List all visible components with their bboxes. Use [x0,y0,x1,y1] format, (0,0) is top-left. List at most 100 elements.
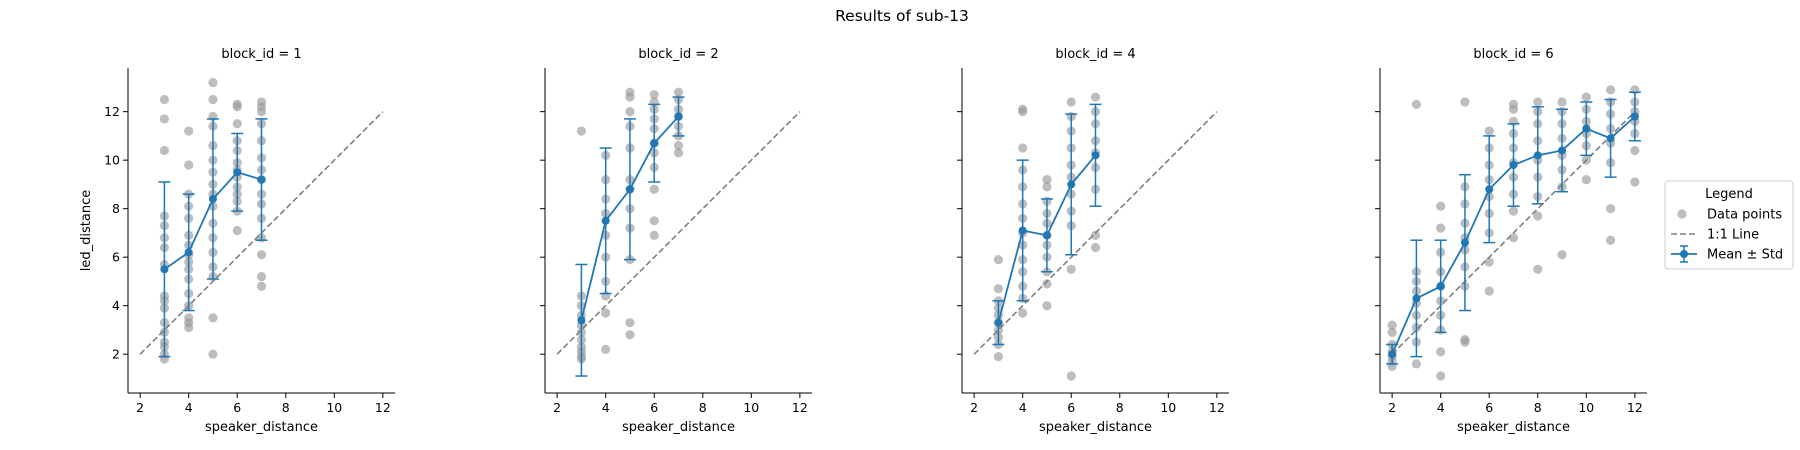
mean-marker [1412,294,1421,303]
mean-marker [1436,282,1445,291]
data-point [1411,99,1422,109]
data-point [601,344,611,354]
data-point [1508,99,1519,109]
data-point [1557,97,1567,107]
data-point [1436,201,1446,211]
x-tick-label: 4 [1019,400,1027,415]
x-tick-label: 6 [650,400,658,415]
error-bars [575,96,685,377]
data-point [184,313,194,323]
x-tick-label: 6 [233,400,241,415]
data-point [1484,257,1494,267]
data-point [184,126,194,136]
y-axis-label: led_distance [79,190,94,271]
mean-marker [1606,134,1615,143]
mean-marker [601,216,610,225]
x-tick-label: 10 [1160,400,1176,415]
mean-marker [1460,238,1469,247]
panels: block_id = 1 2 4 6 8 10 12 2 4 6 8 10 12 speaker_dist… [79,47,1647,435]
data-point [232,119,242,129]
mean-marker [1042,231,1051,240]
data-point [673,148,684,158]
data-point [1042,279,1052,289]
mean-marker [577,316,586,325]
legend-box [1664,180,1794,270]
mean-marker [650,139,659,148]
x-tick-label: 2 [970,400,978,415]
data-point [1387,327,1397,337]
y-tick-label: 6 [112,250,120,265]
data-point [625,330,635,340]
mean-marker [674,112,683,121]
data-point [1508,206,1519,216]
x-tick-label: 8 [699,400,707,415]
data-point [1605,235,1616,245]
data-point [256,250,267,260]
data-point [649,230,659,240]
x-tick-label: 4 [185,400,193,415]
data-point [232,99,242,109]
error-bars [1386,91,1641,365]
data-point [1436,347,1446,357]
data-point [208,349,218,359]
data-point [1042,182,1052,192]
mean-marker [625,185,634,194]
data-point [993,284,1004,294]
data-point [1042,174,1052,185]
identity-line [556,111,801,355]
data-point [1605,204,1616,214]
data-point [625,318,635,328]
x-tick-label: 8 [282,400,290,415]
x-axis-label: speaker_distance [622,420,735,435]
data-point [1436,371,1446,381]
data-point [208,94,218,105]
data-point [1066,264,1076,274]
mean-marker [1388,350,1397,359]
data-point [1581,174,1591,185]
mean-marker [1533,151,1542,160]
data-point [649,216,659,226]
panel-title: block_id = 2 [638,47,718,62]
data-point [649,90,659,100]
data-point [208,313,218,323]
x-tick-label: 8 [1534,400,1542,415]
data-point [208,77,218,88]
x-tick-label: 6 [1485,400,1493,415]
mean-marker [160,265,169,274]
x-tick-label: 10 [326,400,342,415]
mean-marker [1630,112,1639,121]
data-point [601,308,611,318]
data-point [625,87,635,97]
y-tick-label: 2 [112,347,120,362]
x-tick-label: 10 [743,400,759,415]
panel-2: block_id = 2 2 4 6 8 10 12 speaker_distance [540,47,812,435]
data-point [1630,145,1640,156]
data-point [1018,308,1028,318]
identity-line [1391,111,1636,355]
data-point [159,94,170,105]
data-point [1460,97,1470,107]
data-point [1605,85,1616,95]
mean-marker [233,168,242,177]
data-point [1533,97,1543,107]
data-point [1460,335,1470,345]
data-point [1630,177,1640,187]
panel-title: block_id = 6 [1473,47,1553,62]
mean-marker [184,248,193,257]
panel-title: block_id = 1 [221,47,301,62]
mean-marker [1067,180,1076,189]
panel-4: block_id = 6 2 4 6 8 10 12 speaker_distance [1375,47,1647,435]
x-tick-label: 2 [136,400,144,415]
y-tick-label: 4 [112,298,120,313]
mean-marker [1509,161,1518,170]
y-tick-label: 8 [112,201,120,216]
data-point [159,145,170,156]
x-tick-label: 8 [1116,400,1124,415]
data-point [1387,320,1397,330]
x-tick-label: 10 [1578,400,1594,415]
figure-title: Results of sub-13 [835,7,969,25]
legend-points-label: Data points [1707,208,1782,223]
data-point [1484,286,1494,296]
legend-mean-marker [1680,250,1688,258]
